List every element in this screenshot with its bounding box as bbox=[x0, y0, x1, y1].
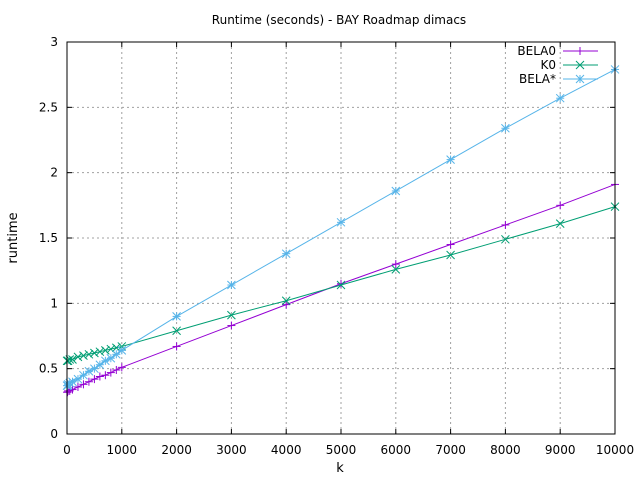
data-point-bela bbox=[111, 349, 121, 359]
data-point-bela0 bbox=[112, 365, 121, 374]
y-tick-label: 0 bbox=[50, 427, 58, 441]
data-point-bela bbox=[117, 346, 127, 355]
data-point-k0 bbox=[446, 250, 455, 260]
data-point-bela bbox=[106, 353, 116, 363]
data-point-bela bbox=[336, 217, 346, 227]
data-point-bela0 bbox=[337, 279, 345, 288]
plot-frame bbox=[66, 41, 616, 435]
y-axis-label: runtime bbox=[6, 212, 21, 263]
x-tick-label: 0 bbox=[63, 443, 71, 457]
data-point-bela bbox=[227, 280, 236, 290]
x-tick-label: 6000 bbox=[381, 443, 412, 457]
data-point-k0 bbox=[95, 347, 105, 357]
data-point-bela bbox=[555, 93, 565, 103]
data-point-bela0 bbox=[73, 382, 82, 391]
data-point-bela0 bbox=[84, 377, 93, 386]
data-point-k0 bbox=[501, 234, 510, 244]
legend-marker-k0 bbox=[575, 60, 585, 70]
data-point-bela0 bbox=[95, 372, 104, 381]
y-tick-label: 3 bbox=[50, 35, 58, 49]
data-point-bela0 bbox=[172, 342, 181, 351]
x-tick-label: 5000 bbox=[326, 443, 357, 457]
data-point-bela0 bbox=[90, 375, 99, 384]
legend-label-k0: K0 bbox=[540, 58, 556, 72]
data-point-bela0 bbox=[501, 220, 510, 229]
data-point-k0 bbox=[84, 349, 94, 359]
series-bela bbox=[62, 65, 620, 391]
data-point-k0 bbox=[68, 355, 77, 364]
data-point-k0 bbox=[336, 280, 346, 290]
x-tick-label: 9000 bbox=[545, 443, 576, 457]
x-tick-label: 8000 bbox=[490, 443, 521, 457]
data-point-bela0 bbox=[556, 201, 565, 210]
grid-lines bbox=[67, 42, 615, 434]
legend-marker-bela bbox=[575, 74, 585, 84]
y-tick-label: 1.5 bbox=[39, 231, 58, 245]
data-point-bela bbox=[73, 374, 83, 384]
data-point-bela0 bbox=[106, 368, 115, 377]
y-tick-label: 1 bbox=[50, 296, 58, 310]
y-tick-label: 0.5 bbox=[39, 362, 58, 376]
y-tick-label: 2 bbox=[50, 166, 58, 180]
legend-label-bela: BELA* bbox=[519, 72, 556, 86]
data-point-bela0 bbox=[227, 321, 236, 330]
x-tick-label: 10000 bbox=[596, 443, 634, 457]
x-tick-label: 1000 bbox=[107, 443, 138, 457]
data-point-bela bbox=[79, 370, 88, 380]
data-point-k0 bbox=[101, 346, 110, 355]
data-point-k0 bbox=[391, 265, 401, 274]
axis-ticks: 0 1000 2000 3000 4000 5000 6000 7000 8000 9000 100… bbox=[39, 35, 634, 457]
data-point-bela0 bbox=[282, 300, 291, 309]
x-tick-label: 7000 bbox=[435, 443, 466, 457]
data-point-bela0 bbox=[79, 380, 88, 389]
data-point-bela bbox=[90, 364, 99, 374]
data-point-bela bbox=[95, 360, 105, 370]
legend-marker-bela0 bbox=[576, 47, 584, 55]
y-tick-label: 2.5 bbox=[39, 100, 58, 114]
data-point-bela0 bbox=[68, 385, 77, 394]
x-axis-label: k bbox=[336, 461, 344, 476]
data-point-k0 bbox=[227, 310, 236, 320]
x-tick-label: 4000 bbox=[271, 443, 302, 457]
x-tick-label: 2000 bbox=[161, 443, 192, 457]
data-point-bela bbox=[446, 155, 455, 164]
data-point-bela0 bbox=[101, 371, 110, 380]
data-point-k0 bbox=[79, 351, 88, 360]
data-point-bela0 bbox=[117, 363, 126, 372]
data-point-k0 bbox=[73, 352, 83, 362]
data-point-bela bbox=[281, 249, 291, 259]
data-point-bela bbox=[172, 312, 181, 321]
legend-label-bela0: BELA0 bbox=[517, 44, 556, 58]
series-bela0 bbox=[63, 180, 619, 397]
data-point-bela bbox=[501, 123, 510, 133]
data-point-bela0 bbox=[391, 260, 400, 269]
data-point-k0 bbox=[90, 348, 99, 358]
data-point-k0 bbox=[172, 326, 181, 336]
chart-title: Runtime (seconds) - BAY Roadmap dimacs bbox=[212, 13, 466, 27]
data-point-bela bbox=[391, 186, 401, 196]
data-point-k0 bbox=[555, 219, 565, 228]
data-point-bela0 bbox=[446, 240, 455, 249]
x-tick-label: 3000 bbox=[216, 443, 247, 457]
data-point-k0 bbox=[281, 296, 291, 306]
